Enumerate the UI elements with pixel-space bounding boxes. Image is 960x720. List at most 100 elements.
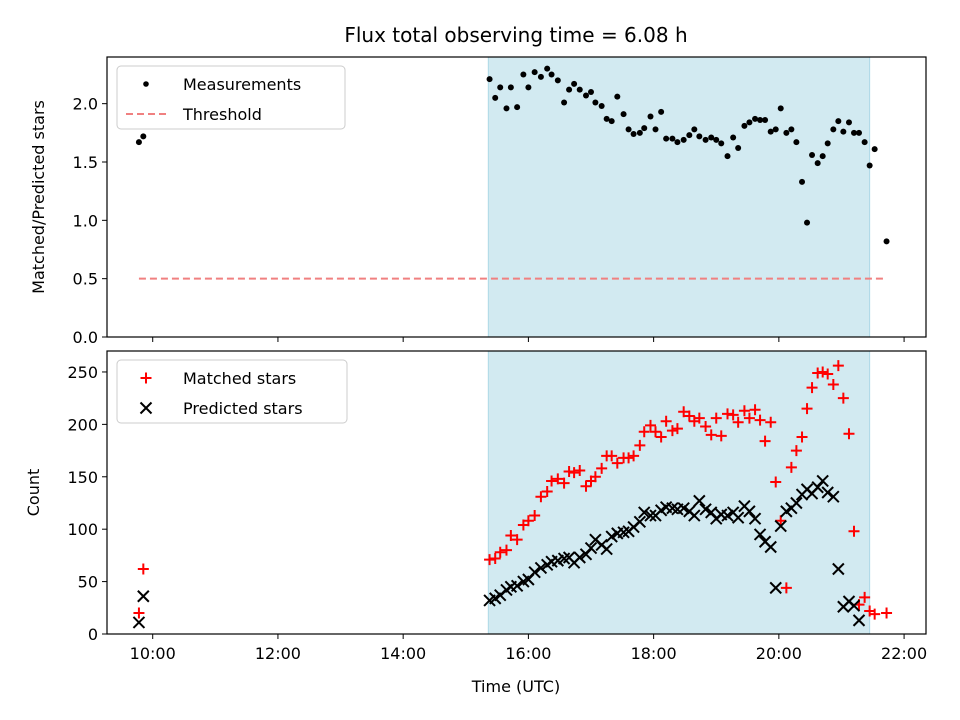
- data-point: [806, 382, 818, 394]
- data-point: [623, 452, 635, 464]
- data-point: [674, 139, 681, 146]
- data-point: [534, 561, 548, 575]
- data-point: [660, 415, 672, 427]
- data-point: [563, 466, 575, 478]
- y-tick-label: 0.5: [73, 270, 98, 289]
- data-point: [598, 103, 605, 109]
- data-point: [822, 368, 834, 380]
- y-tick-label: 250: [67, 363, 98, 382]
- data-point: [788, 126, 795, 133]
- data-point: [606, 450, 618, 462]
- plot-frame: [106, 56, 927, 338]
- data-point: [566, 86, 573, 93]
- data-point: [600, 542, 613, 556]
- data-point: [837, 392, 849, 404]
- data-point: [705, 429, 717, 441]
- data-point: [883, 238, 890, 245]
- x-tick-label: 12:00: [255, 644, 301, 663]
- data-point: [568, 467, 580, 479]
- data-point: [608, 118, 615, 125]
- data-point: [625, 126, 632, 133]
- data-point: [852, 614, 866, 627]
- y-tick-label: 1.0: [73, 211, 98, 230]
- data-point: [727, 409, 739, 421]
- data-point: [780, 582, 792, 594]
- legend: Matched stars Predicted stars: [116, 359, 348, 424]
- data-point: [666, 425, 678, 437]
- series-matched-stars: [133, 360, 893, 620]
- data-point: [688, 509, 701, 522]
- data-point: [730, 134, 737, 141]
- data-point: [584, 541, 598, 555]
- data-point: [641, 125, 648, 132]
- data-point: [574, 464, 586, 476]
- bottom-panel: 10:00 12:00 14:00 16:00 18:00 20:00 22:00 0 50 10…: [24, 350, 927, 663]
- data-point: [847, 599, 861, 612]
- data-point: [558, 477, 570, 489]
- data-point: [588, 89, 595, 95]
- data-point: [856, 129, 863, 136]
- data-point: [724, 153, 731, 160]
- data-point: [628, 450, 640, 462]
- y-tick-label: 0.0: [73, 328, 98, 347]
- x-tick-label: 16:00: [505, 644, 551, 663]
- data-point: [505, 529, 517, 541]
- y-axis-label: Matched/Predicted stars: [29, 100, 48, 294]
- data-point: [696, 133, 703, 140]
- data-point: [783, 129, 790, 136]
- data-point: [804, 219, 811, 226]
- data-point: [772, 126, 779, 133]
- data-point: [669, 135, 676, 142]
- data-point: [777, 105, 784, 112]
- data-point: [596, 462, 608, 474]
- data-point: [611, 457, 623, 469]
- data-point: [605, 530, 618, 543]
- data-point: [845, 119, 852, 126]
- data-point: [135, 139, 142, 146]
- top-panel: 0.0 0.5 1.0 1.5 2.0 Matched/Predicted stars Me…: [29, 56, 927, 347]
- data-point: [785, 461, 797, 473]
- data-point: [843, 428, 855, 440]
- data-point: [544, 65, 551, 72]
- data-point: [774, 519, 787, 533]
- data-point: [840, 128, 847, 135]
- data-point: [500, 544, 512, 556]
- series-measurements: [135, 65, 890, 245]
- data-point: [830, 126, 837, 133]
- data-point: [510, 579, 524, 592]
- data-point: [680, 136, 687, 143]
- data-point: [492, 94, 499, 101]
- data-point: [671, 423, 683, 435]
- data-point: [713, 136, 720, 143]
- data-point: [634, 439, 646, 451]
- data-point: [749, 404, 761, 416]
- data-point: [752, 115, 759, 122]
- data-point: [522, 515, 534, 527]
- legend-label: Threshold: [182, 105, 262, 124]
- x-tick-label: 22:00: [881, 644, 927, 663]
- data-point: [647, 113, 654, 120]
- data-point: [741, 122, 748, 129]
- data-point: [743, 412, 755, 424]
- data-point: [757, 117, 764, 123]
- data-point: [133, 607, 145, 619]
- data-point: [655, 431, 667, 443]
- data-point: [503, 105, 510, 112]
- data-point: [652, 126, 659, 133]
- legend: Measurements Threshold: [116, 65, 346, 130]
- data-point: [561, 99, 568, 106]
- data-point: [765, 416, 777, 428]
- data-point: [507, 84, 514, 91]
- data-point: [799, 178, 806, 185]
- data-point: [699, 503, 712, 516]
- data-point: [638, 506, 651, 519]
- data-point: [721, 509, 734, 522]
- observing-window-band: [487, 56, 871, 338]
- data-point: [693, 494, 706, 508]
- data-point: [753, 528, 767, 541]
- data-point: [718, 140, 725, 147]
- data-point: [702, 136, 709, 143]
- data-point: [866, 162, 873, 169]
- data-point: [848, 525, 860, 537]
